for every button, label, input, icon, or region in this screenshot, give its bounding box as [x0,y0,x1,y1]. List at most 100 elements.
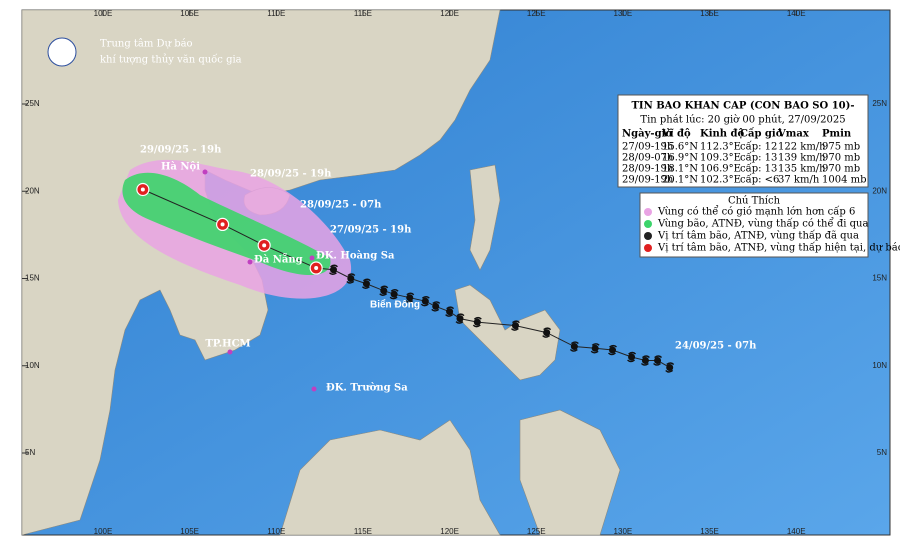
lon-label-bottom: 125E [527,527,546,536]
lat-label-left: 20N [25,186,40,195]
past-position [543,329,551,337]
legend-box [639,192,869,258]
past-position [591,344,599,352]
bulletin-box [617,94,869,188]
past-position-tail [569,341,579,352]
table-cell: 970 mb [822,164,860,175]
lat-label-left: 10N [25,361,40,370]
table-cell: cấp: 13 [740,164,777,175]
lat-label-right: 25N [872,99,887,108]
past-position-tail [445,306,455,317]
past-position [456,315,464,323]
track-time-label: 27/09/25 - 19h [330,225,412,236]
place-marker [309,255,315,261]
past-position [380,287,388,295]
place-label: TP.HCM [205,339,250,350]
table-cell: 112.3°E [700,142,741,153]
lat-label-right: 5N [877,448,887,457]
column-header: Kinh độ [700,129,745,140]
legend-title: Chú Thích [728,196,781,207]
past-position [666,363,674,371]
map-labels: Trung tâm Dự báo khí tượng thủy văn quốc… [47,37,757,394]
logo [47,37,77,67]
past-position [446,308,454,316]
past-position-tail [640,355,650,366]
lon-label-bottom: 110E [267,527,285,536]
table-cell: 29/09-19h [622,175,674,186]
place-marker [311,386,317,392]
past-position [362,280,370,288]
org-line-2: khí tượng thủy văn quốc gia [100,55,242,66]
past-position [329,266,337,274]
column-header: Vĩ độ [661,129,691,140]
track [136,182,675,373]
past-position [654,357,662,365]
past-position [473,318,481,326]
column-header: Cấp gió [740,128,783,140]
past-position-tail [379,285,389,296]
table-cell: cấp: <6 [740,175,779,186]
lat-label-left: 15N [25,274,40,283]
past-position-tail [455,313,465,324]
legend-swatch [644,220,652,228]
column-header: Pmin [822,129,852,140]
past-position-tail [665,362,675,373]
lon-label-bottom: 100E [94,527,113,536]
legend-item: Vị trí tâm bão, ATNĐ, vùng thấp hiện tại… [657,243,900,254]
past-position-tail [346,273,356,284]
past-position-tail [431,301,441,312]
legend-item: Vùng bão, ATNĐ, vùng thấp có thể đi qua [657,218,868,230]
past-position-tail [590,343,600,354]
lon-label-top: 110E [267,9,285,18]
lon-label-top: 130E [614,9,633,18]
lat-label-left: 5N [25,448,35,457]
lon-label-top: 115E [354,9,372,18]
legend-item: Vùng có thể có gió mạnh lớn hơn cấp 6 [657,206,855,218]
past-position [628,353,636,361]
past-position-tail [542,327,552,338]
table-cell: 28/09-07h [622,153,674,164]
table-cell: 20.1°N [662,175,698,186]
past-position-tail [328,264,338,275]
bulletin-issued: Tin phát lúc: 20 giờ 00 phút, 27/09/2025 [640,115,845,126]
past-position-tail [472,316,482,328]
bulletin-title: TIN BAO KHAN CAP (CON BAO SO 10)- [631,101,854,112]
lat-label-right: 20N [872,186,887,195]
lon-label-bottom: 135E [700,527,719,536]
past-position [406,294,414,302]
past-position [390,290,398,298]
table-cell: 109.3°E [700,153,741,164]
lat-label-left: 25N [25,99,40,108]
table-cell: 970 mb [822,153,860,164]
place-label: Hà Nội [161,162,200,173]
lon-label-top: 120E [440,9,459,18]
place-marker [202,169,208,175]
legend-swatch [644,232,652,240]
lon-label-top: 135E [700,9,719,18]
legend-swatch [644,244,652,252]
past-position [609,346,617,354]
lon-label-bottom: 140E [787,527,806,536]
legend-items: Vùng có thể có gió mạnh lớn hơn cấp 6Vùn… [657,206,900,254]
bulletin: TIN BAO KHAN CAP (CON BAO SO 10)- Tin ph… [617,94,869,188]
legend: Chú Thích Vùng có thể có gió mạnh lớn hơ… [639,192,900,258]
table-cell: 102.3°E [700,175,741,186]
table-cell: 27/09-19h [622,142,674,153]
track-time-label: 28/09/25 - 07h [300,200,382,211]
table-cell: cấp: 12 [740,142,777,153]
legend-item: Vị trí tâm bão, ATNĐ, vùng thấp đã qua [657,231,859,242]
place-label: ĐK. Trường Sa [326,383,408,394]
forecast-center [314,266,319,271]
forecast-center [262,243,267,248]
past-position [421,297,429,305]
lon-label-top: 105E [180,9,199,18]
table-cell: 135 km/h [778,164,826,175]
table-cell: 122 km/h [778,142,826,153]
lon-label-bottom: 105E [180,527,199,536]
sea-label: Biển Đông [370,299,420,311]
table-cell: 18.1°N [662,164,698,175]
org-line-1: Trung tâm Dự báo [100,39,193,50]
table-cell: 975 mb [822,142,860,153]
